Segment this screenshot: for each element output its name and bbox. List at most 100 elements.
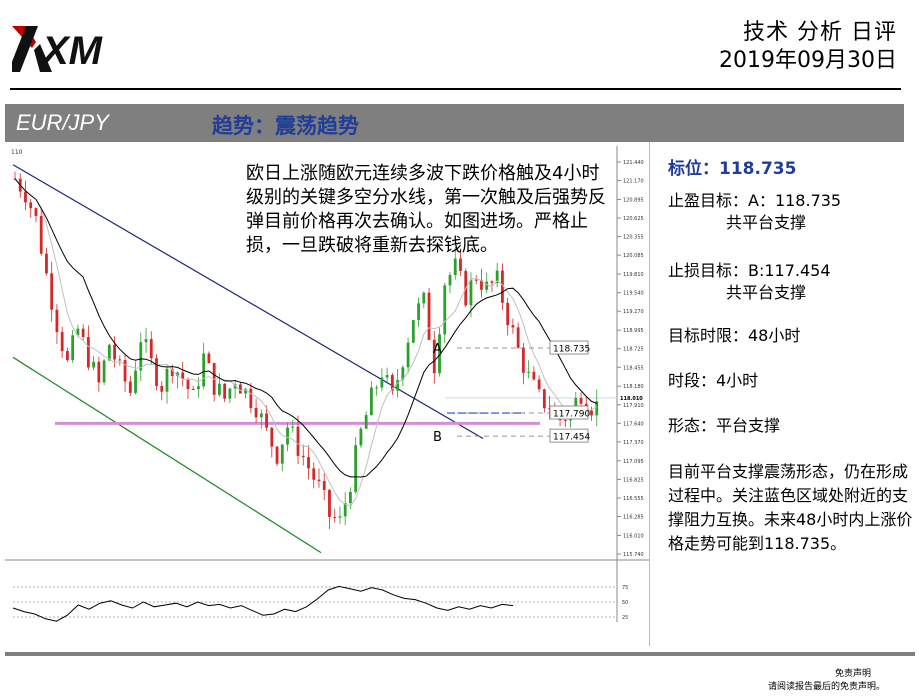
candle-body [102, 360, 106, 383]
price-label-text: 117.454 [553, 433, 590, 443]
candle-body [595, 401, 599, 416]
candle-body [55, 309, 59, 333]
candle-body [537, 379, 541, 390]
candle-body [160, 385, 164, 392]
channel-upper-line [12, 164, 484, 439]
candle-body [238, 384, 242, 394]
stop-loss-text: 止损目标：B:117.454 [668, 261, 831, 280]
price-label-text: 117.790 [553, 410, 590, 420]
take-profit-note: 共平台支撑 [726, 213, 807, 232]
candle-body [265, 413, 268, 428]
candle-body [207, 353, 211, 364]
candle-body [244, 388, 248, 394]
candle-body [396, 379, 399, 391]
candle-body [76, 328, 80, 336]
candle-body [338, 516, 342, 518]
price-chart: 110 121.440 121.170 120.895 120.625 120.355 12… [5, 146, 649, 622]
candle-body [406, 342, 410, 368]
candle-body [480, 280, 483, 290]
oscillator-level-label: 25 [622, 615, 628, 621]
y-tick-label: 115.740 [623, 552, 644, 558]
candle-body [453, 258, 457, 275]
candle-body [29, 202, 33, 209]
candle-body [181, 372, 185, 379]
candle-body [443, 285, 447, 335]
pattern-text: 形态：平台支撑 [668, 416, 781, 435]
candle-body [233, 384, 237, 389]
footer-divider [5, 652, 915, 656]
candle-body [128, 381, 132, 393]
candle-body [343, 503, 347, 517]
candle-body [307, 457, 310, 469]
candle-body [301, 455, 305, 458]
candle-body [86, 336, 90, 368]
candle-body [322, 481, 326, 490]
candle-body [317, 479, 321, 482]
timeframe-text: 时段：4小时 [668, 371, 759, 390]
candle-body [438, 334, 441, 374]
y-tick-label: 118.995 [623, 328, 644, 334]
candle-body [516, 327, 520, 348]
title-banner [5, 104, 904, 142]
candle-body [123, 360, 127, 382]
oscillator-level-label: 50 [622, 600, 628, 606]
candle-body [155, 358, 158, 386]
candle-body [280, 444, 284, 464]
y-tick-label: 119.810 [623, 272, 644, 278]
xm-logo: XM [12, 26, 104, 72]
candle-body [291, 426, 295, 428]
disclaimer-text: 请阅读报告最后的免责声明。 [767, 682, 885, 692]
ma-fast-line [14, 178, 598, 507]
candle-body [369, 387, 373, 416]
candle-body [107, 344, 111, 361]
y-tick-label: 120.625 [623, 216, 644, 222]
y-tick-label: 117.370 [623, 440, 644, 446]
oscillator-level-label: 75 [622, 585, 628, 591]
y-tick-label: 116.555 [623, 496, 644, 502]
candle-body [66, 351, 69, 361]
currency-pair: EUR/JPY [16, 110, 109, 135]
candle-body [71, 335, 75, 361]
candle-body [490, 281, 494, 284]
candle-body [45, 253, 48, 274]
candle-body [165, 368, 169, 392]
y-tick-label: 120.085 [623, 253, 644, 259]
y-tick-label: 119.270 [623, 309, 644, 315]
candle-body [149, 339, 153, 359]
price-level-marker: B [433, 430, 442, 445]
candle-body [259, 413, 263, 418]
candle-body [24, 191, 27, 203]
y-tick-label: 116.285 [623, 515, 644, 521]
candle-body [113, 344, 116, 360]
candle-body [34, 208, 38, 216]
price-label-box [549, 340, 589, 355]
candle-body [448, 274, 452, 286]
candle-body [511, 325, 515, 328]
candle-body [286, 427, 289, 445]
candle-body [139, 342, 143, 371]
candle-body [501, 270, 504, 303]
chart-annotation-text: 欧日上涨随欧元连续多波下跌价格触及4小时级别的关键多空分水线，第一次触及后强势反… [246, 163, 606, 256]
y-tick-label: 117.910 [623, 403, 644, 409]
current-price-label: 118.010 [620, 396, 643, 402]
chart-corner-label: 110 [11, 149, 23, 156]
candle-body [333, 516, 337, 518]
candle-body [170, 368, 174, 377]
candle-body [186, 378, 190, 390]
xm-logo-text: XM [40, 29, 104, 72]
price-level-marker: A [433, 342, 442, 357]
candle-body [427, 292, 431, 340]
trend-label: 趋势：震荡趋势 [212, 114, 359, 138]
candle-body [469, 279, 473, 306]
ma-slow-line [14, 178, 597, 478]
y-tick-label: 117.640 [623, 421, 644, 427]
candle-body [144, 339, 148, 343]
y-tick-label: 116.010 [623, 533, 644, 539]
candle-body [459, 258, 462, 271]
y-tick-label: 118.180 [623, 384, 644, 390]
candle-body [328, 489, 331, 517]
candle-body [197, 386, 200, 390]
candle-body [417, 303, 420, 321]
y-tick-label: 118.725 [623, 347, 644, 353]
channel-lower-line [12, 356, 322, 554]
